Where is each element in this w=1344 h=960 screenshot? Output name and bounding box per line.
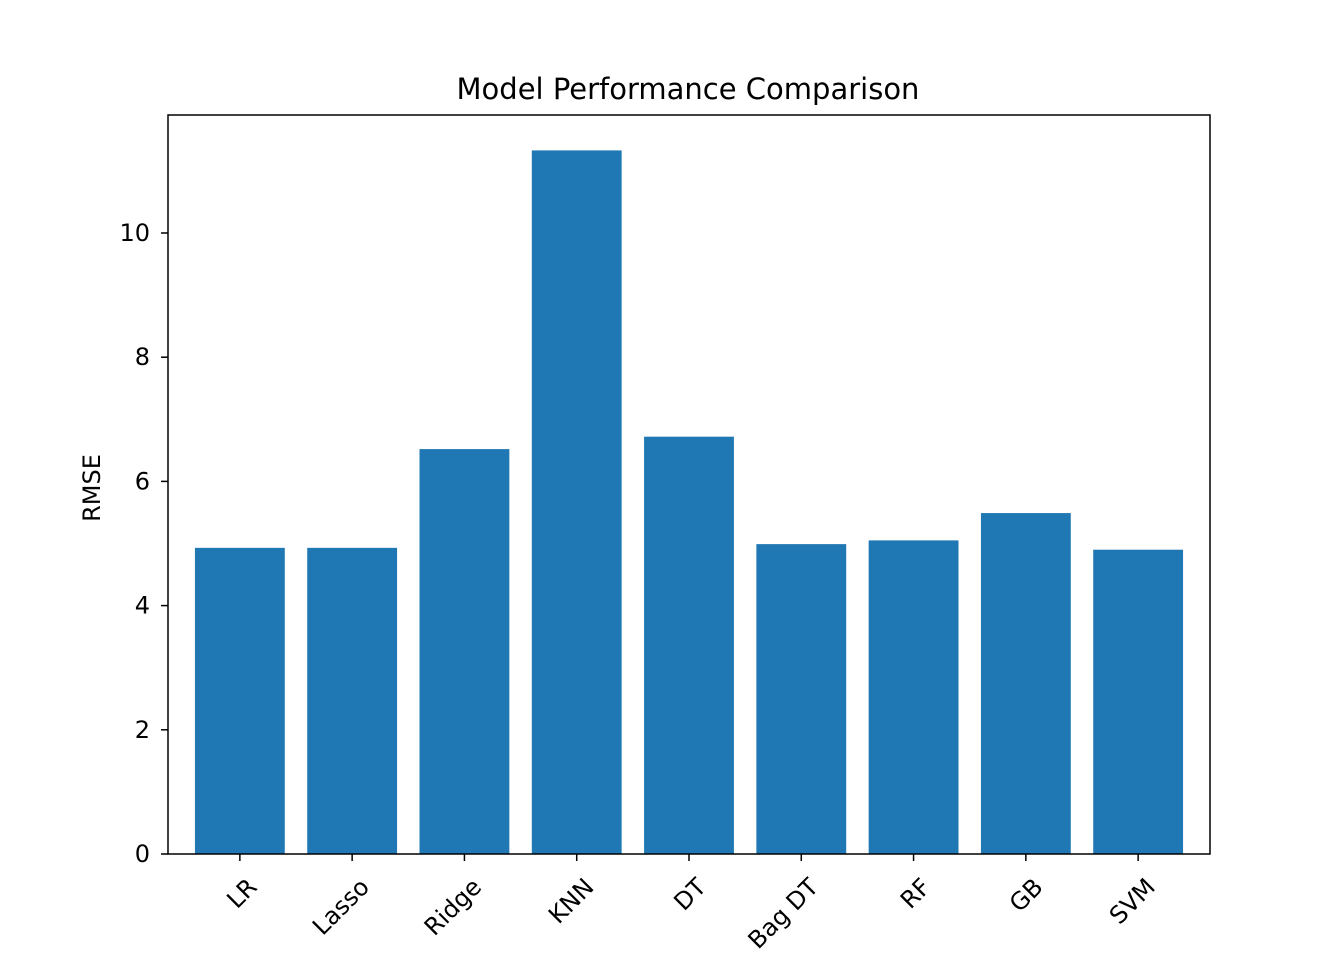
y-tick-label: 4 [135, 592, 150, 620]
bar-lasso [307, 547, 398, 854]
bar-lr [194, 547, 285, 854]
y-axis-label: RMSE [78, 454, 106, 522]
y-ticks-group: 0 2 4 6 8 10 [119, 219, 168, 868]
bar-dt [644, 436, 734, 854]
bar-bag-dt [756, 544, 847, 854]
y-tick-label: 6 [135, 467, 150, 495]
bars-group [194, 150, 1184, 854]
y-tick-label: 0 [135, 840, 150, 868]
bar-gb [980, 513, 1071, 854]
bar-svm [1093, 549, 1184, 854]
plot-frame [167, 114, 1211, 855]
bar-rf [868, 540, 959, 854]
bar-ridge [419, 449, 510, 854]
chart-title: Model Performance Comparison [457, 72, 920, 106]
y-tick-label: 8 [135, 343, 150, 371]
y-tick-label: 2 [135, 716, 150, 744]
y-tick-label: 10 [119, 219, 150, 247]
bar-knn [531, 150, 622, 854]
